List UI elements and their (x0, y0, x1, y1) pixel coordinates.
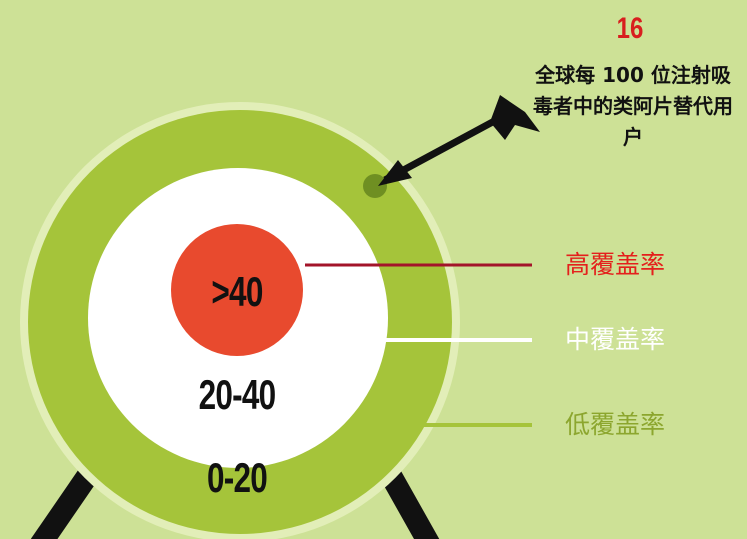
ring-label: 0-20 (206, 454, 268, 501)
dart-hit (363, 174, 387, 198)
ring-label: 20-40 (198, 371, 277, 418)
ring-label: >40 (211, 268, 263, 315)
bullseye (171, 224, 303, 356)
legend-label: 高覆盖率 (565, 250, 666, 279)
dart-flight (490, 95, 540, 140)
legend-label: 低覆盖率 (565, 410, 666, 439)
legend-label: 中覆盖率 (565, 325, 666, 354)
dart-tip (378, 160, 412, 186)
caption: 全球每 100 位注射吸毒者中的类阿片替代用户 (533, 63, 733, 149)
figure-number: 16 (616, 12, 644, 45)
